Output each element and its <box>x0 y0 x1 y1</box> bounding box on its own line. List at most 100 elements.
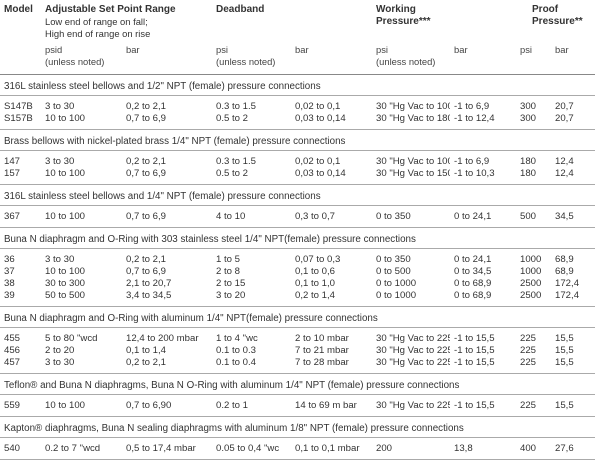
data-row: S147B 3 to 30 0,2 to 2,1 0.3 to 1.5 0,02 to … <box>0 101 595 113</box>
data-cell: 14 to 69 m bar <box>291 400 373 417</box>
data-cell: 0 to 34,5 <box>450 266 516 278</box>
unit-label: psi <box>216 44 228 55</box>
cell-text: -1 to 10,3 <box>454 168 495 179</box>
data-cell: 2500 <box>516 290 552 307</box>
cell-text: 4 to 10 <box>216 211 246 222</box>
cell-text: -1 to 6,9 <box>454 156 490 167</box>
cell-text: 3 to 30 <box>45 101 75 112</box>
data-row: 157 10 to 100 0,7 to 6,9 0.5 to 2 0,03 to 0,… <box>0 168 595 185</box>
unit-note: (unless noted) <box>376 56 436 67</box>
cell-text: -1 to 15,5 <box>454 333 495 344</box>
cell-text: 172,4 <box>555 290 580 301</box>
data-cell: 0 to 24,1 <box>450 211 517 228</box>
data-cell: 0.3 to 1.5 <box>212 101 291 113</box>
data-cell: 36 <box>0 254 41 266</box>
data-cell: 0.5 to 2 <box>212 113 292 130</box>
data-cell: 0,2 to 1,4 <box>291 290 373 307</box>
units-cell: bar <box>291 40 373 75</box>
data-cell: 0,2 to 2,1 <box>122 156 212 168</box>
cell-text: 30 "Hg Vac to 225 <box>376 357 451 368</box>
cell-text: 10 to 100 <box>45 266 86 277</box>
data-cell: 30 "Hg Vac to 180 <box>372 113 451 130</box>
data-cell: 225 <box>516 400 552 417</box>
cell-text: 10 to 100 <box>45 113 86 124</box>
cell-text: 540 <box>4 443 21 454</box>
data-row: 39 50 to 500 3,4 to 34,5 3 to 20 0,2 to 1,4 0… <box>0 290 595 307</box>
data-cell: 0,1 to 1,4 <box>122 345 212 357</box>
data-cell: 0 to 500 <box>372 266 450 278</box>
cell-text: 0,2 to 2,1 <box>126 254 167 265</box>
data-cell: 30 "Hg Vac to 225 <box>372 345 450 357</box>
cell-text: 3 to 30 <box>45 156 75 167</box>
data-cell: 225 <box>516 345 551 357</box>
data-cell: 68,9 <box>551 266 595 278</box>
data-cell: 0,7 to 6,9 <box>122 168 213 185</box>
unit-label: psi <box>376 44 388 55</box>
data-cell: -1 to 15,5 <box>450 400 517 417</box>
cell-text: 0,1 to 0,1 mbar <box>295 443 360 454</box>
data-cell: 20,7 <box>551 113 595 130</box>
cell-text: 20,7 <box>555 113 574 124</box>
cell-text: 200 <box>376 443 393 454</box>
cell-text: 0.5 to 2 <box>216 113 249 124</box>
units-cell: psi (unless noted) <box>372 40 451 75</box>
cell-text: 225 <box>520 345 537 356</box>
cell-text: 15,5 <box>555 345 574 356</box>
data-cell: 0,3 to 0,7 <box>291 211 373 228</box>
data-cell: 172,4 <box>551 290 595 307</box>
section-title: 316L stainless steel bellows and 1/2" NP… <box>0 74 595 96</box>
cell-text: 500 <box>520 211 537 222</box>
cell-text: -1 to 15,5 <box>454 357 495 368</box>
cell-text: 30 to 300 <box>45 278 86 289</box>
cell-text: 0,7 to 6,90 <box>126 400 172 411</box>
unit-note: (unless noted) <box>216 56 276 67</box>
cell-text: 68,9 <box>555 254 574 265</box>
data-cell: 540 <box>0 443 41 460</box>
cell-text: 0.1 to 0.4 <box>216 357 257 368</box>
data-cell: 0,1 to 0,6 <box>291 266 372 278</box>
section-title: Buna N diaphragm and O-Ring with aluminu… <box>0 306 595 328</box>
data-cell: 300 <box>516 113 552 130</box>
cell-text: 2 to 8 <box>216 266 241 277</box>
data-cell: 3 to 30 <box>41 101 122 113</box>
data-cell: -1 to 15,5 <box>450 357 517 374</box>
cell-text: 0.2 to 1 <box>216 400 249 411</box>
unit-label: psi <box>520 44 532 55</box>
cell-text: 455 <box>4 333 21 344</box>
cell-text: 300 <box>520 101 537 112</box>
cell-text: 50 to 500 <box>45 290 86 301</box>
cell-text: 2 to 15 <box>216 278 246 289</box>
data-cell: 400 <box>516 443 552 460</box>
section-title-row: Teflon® and Buna N diaphragms, Buna N O-… <box>0 373 595 395</box>
cell-text: 400 <box>520 443 537 454</box>
data-cell: 39 <box>0 290 41 307</box>
data-cell: 1 to 5 <box>212 254 291 266</box>
data-cell: 20,7 <box>551 101 595 113</box>
units-row: psid (unless noted) bar psi (unless noted) ba… <box>0 40 595 75</box>
cell-text: 0,3 to 0,7 <box>295 211 336 222</box>
cell-text: 3 to 20 <box>216 290 246 301</box>
data-cell: 3 to 30 <box>41 357 122 374</box>
data-cell: 0,7 to 6,9 <box>122 266 212 278</box>
cell-text: 0,7 to 6,9 <box>126 211 167 222</box>
cell-text: 7 to 28 mbar <box>295 357 349 368</box>
cell-text: 2 to 10 mbar <box>295 333 349 344</box>
data-row: 38 30 to 300 2,1 to 20,7 2 to 15 0,1 to 1,0 0… <box>0 278 595 290</box>
data-cell: 30 "Hg Vac to 225 <box>372 333 450 345</box>
cell-text: 2500 <box>520 290 542 301</box>
cell-text: 0,07 to 0,3 <box>295 254 341 265</box>
cell-text: 0 to 68,9 <box>454 290 492 301</box>
cell-text: 10 to 100 <box>45 211 86 222</box>
cell-text: 3 to 30 <box>45 254 75 265</box>
cell-text: 1000 <box>520 254 542 265</box>
data-cell: 180 <box>516 156 551 168</box>
data-cell: 0,7 to 6,9 <box>122 113 213 130</box>
data-cell: 34,5 <box>551 211 595 228</box>
data-cell: 12,4 <box>551 156 595 168</box>
header-cell: Model <box>0 0 41 40</box>
cell-text: 37 <box>4 266 15 277</box>
data-cell: 180 <box>516 168 552 185</box>
data-cell: 2 to 8 <box>212 266 291 278</box>
data-cell: 13,8 <box>450 443 517 460</box>
